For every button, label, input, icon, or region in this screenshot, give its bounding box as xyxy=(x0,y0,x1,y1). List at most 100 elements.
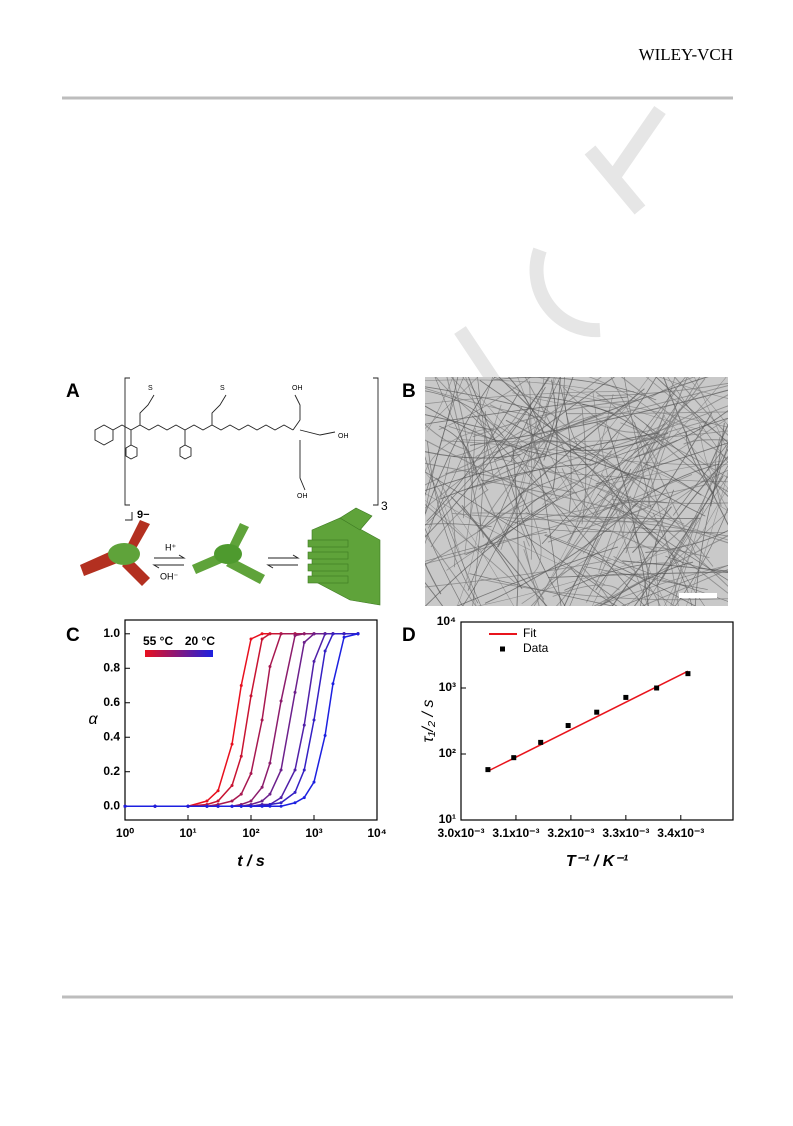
fiber xyxy=(428,377,493,529)
marker xyxy=(239,684,243,688)
marker xyxy=(216,799,220,803)
fiber xyxy=(425,534,477,606)
fibers xyxy=(425,377,728,606)
base: OH⁻ xyxy=(160,571,179,581)
fiber xyxy=(564,562,669,591)
fiber xyxy=(506,467,566,606)
fiber xyxy=(425,390,504,437)
fiber xyxy=(623,546,710,559)
fiber xyxy=(452,377,473,477)
fiber xyxy=(552,584,620,597)
marker xyxy=(230,799,234,803)
fiber xyxy=(663,377,728,526)
marker xyxy=(249,804,253,808)
fiber xyxy=(567,393,614,546)
fiber xyxy=(430,489,489,548)
fiber xyxy=(425,523,492,528)
fiber xyxy=(425,377,550,538)
marker xyxy=(268,804,272,808)
fiber xyxy=(452,512,662,523)
fiber xyxy=(566,411,728,415)
y-tick-label: 0.0 xyxy=(103,798,120,812)
y-tick-label: 10³ xyxy=(439,680,456,694)
fiber xyxy=(633,475,724,606)
marker xyxy=(239,792,243,796)
marker xyxy=(239,754,243,758)
fiber xyxy=(477,377,495,481)
fiber xyxy=(461,430,728,443)
fiber xyxy=(595,391,659,464)
fiber xyxy=(496,457,685,525)
marker xyxy=(279,768,283,772)
series-line xyxy=(125,633,359,807)
panel-label: A xyxy=(66,381,80,402)
marker xyxy=(293,801,297,805)
y-tick-label: 10⁴ xyxy=(437,614,456,628)
marker xyxy=(356,632,360,636)
marker xyxy=(205,804,209,808)
fiber xyxy=(595,487,728,541)
atom-label: OH xyxy=(292,385,303,392)
publisher: WILEY-VCH xyxy=(639,45,733,64)
y-axis-label: α xyxy=(88,711,98,728)
marker xyxy=(312,718,316,722)
x-tick-label: 3.0x10⁻³ xyxy=(437,826,484,840)
monomer-charged xyxy=(80,520,150,586)
fiber xyxy=(693,377,728,452)
fiber xyxy=(652,512,705,606)
x-tick-label: 10³ xyxy=(305,826,322,840)
fiber xyxy=(425,456,482,606)
y-tick-label: 1.0 xyxy=(103,626,120,640)
marker xyxy=(279,796,283,800)
marker xyxy=(268,665,272,669)
fiber xyxy=(445,413,582,475)
fiber xyxy=(425,499,525,566)
marker xyxy=(312,659,316,663)
fiber xyxy=(425,414,596,486)
marker xyxy=(249,694,253,698)
fiber xyxy=(480,578,728,601)
marker xyxy=(268,761,272,765)
marker xyxy=(654,685,660,691)
fiber xyxy=(710,422,725,507)
fiber xyxy=(613,555,661,606)
fiber xyxy=(497,439,678,517)
fiber xyxy=(494,377,657,401)
fiber xyxy=(425,462,578,494)
fiber xyxy=(507,377,546,437)
colorbar-label: 20 °C xyxy=(185,634,215,648)
fiber xyxy=(561,468,606,523)
marker xyxy=(312,780,316,784)
fiber xyxy=(698,424,728,511)
fiber xyxy=(543,377,574,461)
marker xyxy=(239,804,243,808)
fiber xyxy=(581,567,614,606)
structure xyxy=(94,377,379,506)
fiber xyxy=(523,540,540,606)
y-tick-label: 10¹ xyxy=(439,812,456,826)
panel-label: C xyxy=(66,625,80,646)
marker xyxy=(260,637,264,641)
fiber xyxy=(655,377,728,444)
bracket xyxy=(125,512,133,521)
marker xyxy=(293,634,297,638)
fiber xyxy=(466,405,728,490)
legend-marker xyxy=(500,646,505,652)
fiber xyxy=(425,559,611,588)
fiber xyxy=(597,493,728,581)
atom-label: S xyxy=(220,385,225,392)
fiber xyxy=(425,377,496,514)
fiber xyxy=(476,543,691,606)
fiber xyxy=(425,473,693,565)
fiber xyxy=(644,475,728,606)
x-tick-label: 3.1x10⁻³ xyxy=(492,826,539,840)
fiber xyxy=(425,396,628,425)
fiber xyxy=(643,462,702,496)
marker xyxy=(594,709,600,715)
marker xyxy=(279,632,283,636)
x-tick-label: 10⁴ xyxy=(367,826,386,840)
fiber xyxy=(438,377,532,431)
marker xyxy=(260,804,264,808)
fiber xyxy=(453,406,523,458)
x-tick-label: 10¹ xyxy=(179,826,196,840)
